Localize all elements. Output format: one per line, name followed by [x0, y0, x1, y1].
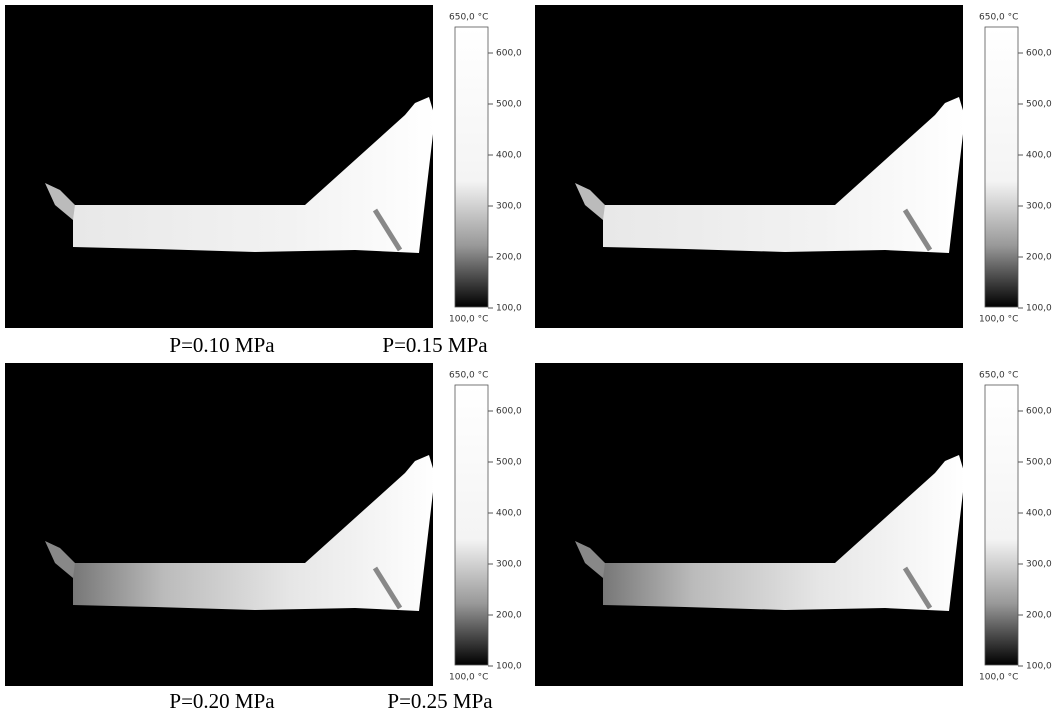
tick-label: 600,0 [1026, 49, 1052, 59]
tick-label: 400,0 [496, 151, 522, 161]
colorbar-min: 100,0 °C [449, 315, 488, 325]
tick-label: 500,0 [496, 458, 522, 468]
tick-label: 200,0 [496, 611, 522, 621]
colorbar-max: 650,0 °C [979, 13, 1018, 23]
caption: P=0.10 MPa [169, 333, 275, 357]
rod [902, 208, 933, 252]
tick-label: 200,0 [1026, 253, 1052, 263]
nozzle [575, 183, 605, 220]
caption: P=0.25 MPa [387, 689, 493, 713]
hot-part [73, 97, 435, 253]
colorbar-min: 100,0 °C [449, 673, 488, 683]
tick-label: 200,0 [1026, 611, 1052, 621]
rod [372, 208, 403, 252]
colorbar [984, 26, 1019, 308]
tick-label: 100,0 [496, 304, 522, 314]
tick-label: 500,0 [1026, 458, 1052, 468]
tick-label: 200,0 [496, 253, 522, 263]
caption: P=0.15 MPa [382, 333, 488, 357]
tick-label: 300,0 [1026, 560, 1052, 570]
colorbar [984, 384, 1019, 666]
colorbar-min: 100,0 °C [979, 673, 1018, 683]
hot-part [603, 455, 965, 611]
hot-part [603, 97, 965, 253]
tick-label: 300,0 [496, 202, 522, 212]
caption: P=0.20 MPa [169, 689, 275, 713]
colorbar-min: 100,0 °C [979, 315, 1018, 325]
tick-label: 400,0 [496, 509, 522, 519]
tick-label: 400,0 [1026, 151, 1052, 161]
tick-label: 500,0 [496, 100, 522, 110]
colorbar-max: 650,0 °C [449, 371, 488, 381]
tick-label: 300,0 [496, 560, 522, 570]
colorbar [454, 26, 489, 308]
tick-label: 600,0 [496, 407, 522, 417]
tick-label: 100,0 [1026, 304, 1052, 314]
hot-part [73, 455, 435, 611]
tick-label: 400,0 [1026, 509, 1052, 519]
nozzle [45, 183, 75, 220]
tick-label: 300,0 [1026, 202, 1052, 212]
nozzle [45, 541, 75, 578]
rod [372, 566, 403, 610]
tick-label: 100,0 [1026, 662, 1052, 672]
colorbar-max: 650,0 °C [449, 13, 488, 23]
tick-label: 100,0 [496, 662, 522, 672]
tick-label: 600,0 [496, 49, 522, 59]
rod [902, 566, 933, 610]
tick-label: 500,0 [1026, 100, 1052, 110]
tick-label: 600,0 [1026, 407, 1052, 417]
nozzle [575, 541, 605, 578]
colorbar-max: 650,0 °C [979, 371, 1018, 381]
colorbar [454, 384, 489, 666]
